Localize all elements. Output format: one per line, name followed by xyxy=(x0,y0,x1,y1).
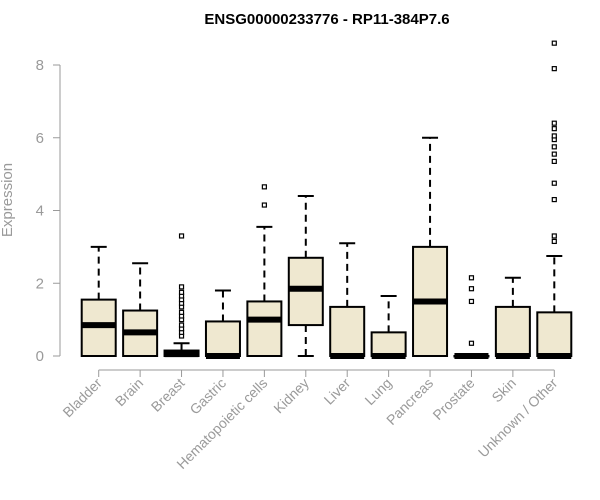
outlier-point xyxy=(551,158,557,164)
outlier-point xyxy=(178,309,185,315)
outlier-point xyxy=(468,275,475,281)
box-group xyxy=(494,276,531,359)
outlier-point xyxy=(551,196,557,203)
box-group xyxy=(122,262,159,357)
box-group xyxy=(246,184,283,357)
y-axis: 0 2 4 6 8 xyxy=(36,57,61,365)
box-iqr xyxy=(329,305,366,357)
x-tick-label: Bladder xyxy=(59,375,105,421)
box-iqr xyxy=(536,311,573,358)
outlier-point xyxy=(551,144,557,150)
box-series xyxy=(80,40,573,359)
outlier-point xyxy=(468,340,475,346)
box-group xyxy=(536,40,573,359)
box-group xyxy=(370,294,407,359)
outlier-point xyxy=(178,289,185,295)
box-iqr xyxy=(370,331,407,358)
box-group xyxy=(453,275,490,359)
x-tick-label: Unknown / Other xyxy=(475,375,561,461)
x-tick-label: Skin xyxy=(488,375,519,406)
outlier-point xyxy=(551,233,557,239)
outlier-point xyxy=(178,322,185,328)
outlier-point xyxy=(178,233,185,239)
box-group xyxy=(329,242,366,359)
x-tick-label: Lung xyxy=(361,375,394,408)
y-tick-label: 0 xyxy=(36,348,44,365)
outlier-point xyxy=(261,202,267,208)
outlier-point xyxy=(261,184,267,190)
outlier-point xyxy=(551,40,557,46)
box-group xyxy=(287,194,324,357)
box-group xyxy=(80,245,117,357)
x-tick-label: Brain xyxy=(112,375,146,409)
box-iqr xyxy=(246,300,283,357)
outlier-point xyxy=(551,120,557,126)
y-tick-label: 6 xyxy=(36,130,44,147)
box-iqr xyxy=(494,305,531,357)
outlier-point xyxy=(551,133,557,139)
outlier-point xyxy=(551,180,557,186)
outlier-point xyxy=(551,126,557,132)
y-tick-label: 4 xyxy=(36,203,44,220)
box-group xyxy=(163,233,200,358)
box-iqr xyxy=(204,320,241,358)
y-axis-label: Expression xyxy=(0,163,16,237)
outlier-point xyxy=(468,298,475,305)
box-group xyxy=(412,136,449,357)
x-tick-label: Liver xyxy=(321,375,354,408)
chart-title: ENSG00000233776 - RP11-384P7.6 xyxy=(204,11,449,28)
outlier-point xyxy=(468,286,475,292)
outlier-point xyxy=(551,151,557,157)
x-tick-label: Prostate xyxy=(429,375,477,423)
box-group xyxy=(204,289,241,359)
x-tick-label: Breast xyxy=(148,375,188,415)
y-tick-label: 2 xyxy=(36,275,44,292)
outlier-point xyxy=(551,66,557,72)
outlier-point xyxy=(551,238,557,245)
outlier-point xyxy=(178,284,185,290)
x-tick-label: Kidney xyxy=(270,375,312,417)
y-tick-label: 8 xyxy=(36,57,44,74)
